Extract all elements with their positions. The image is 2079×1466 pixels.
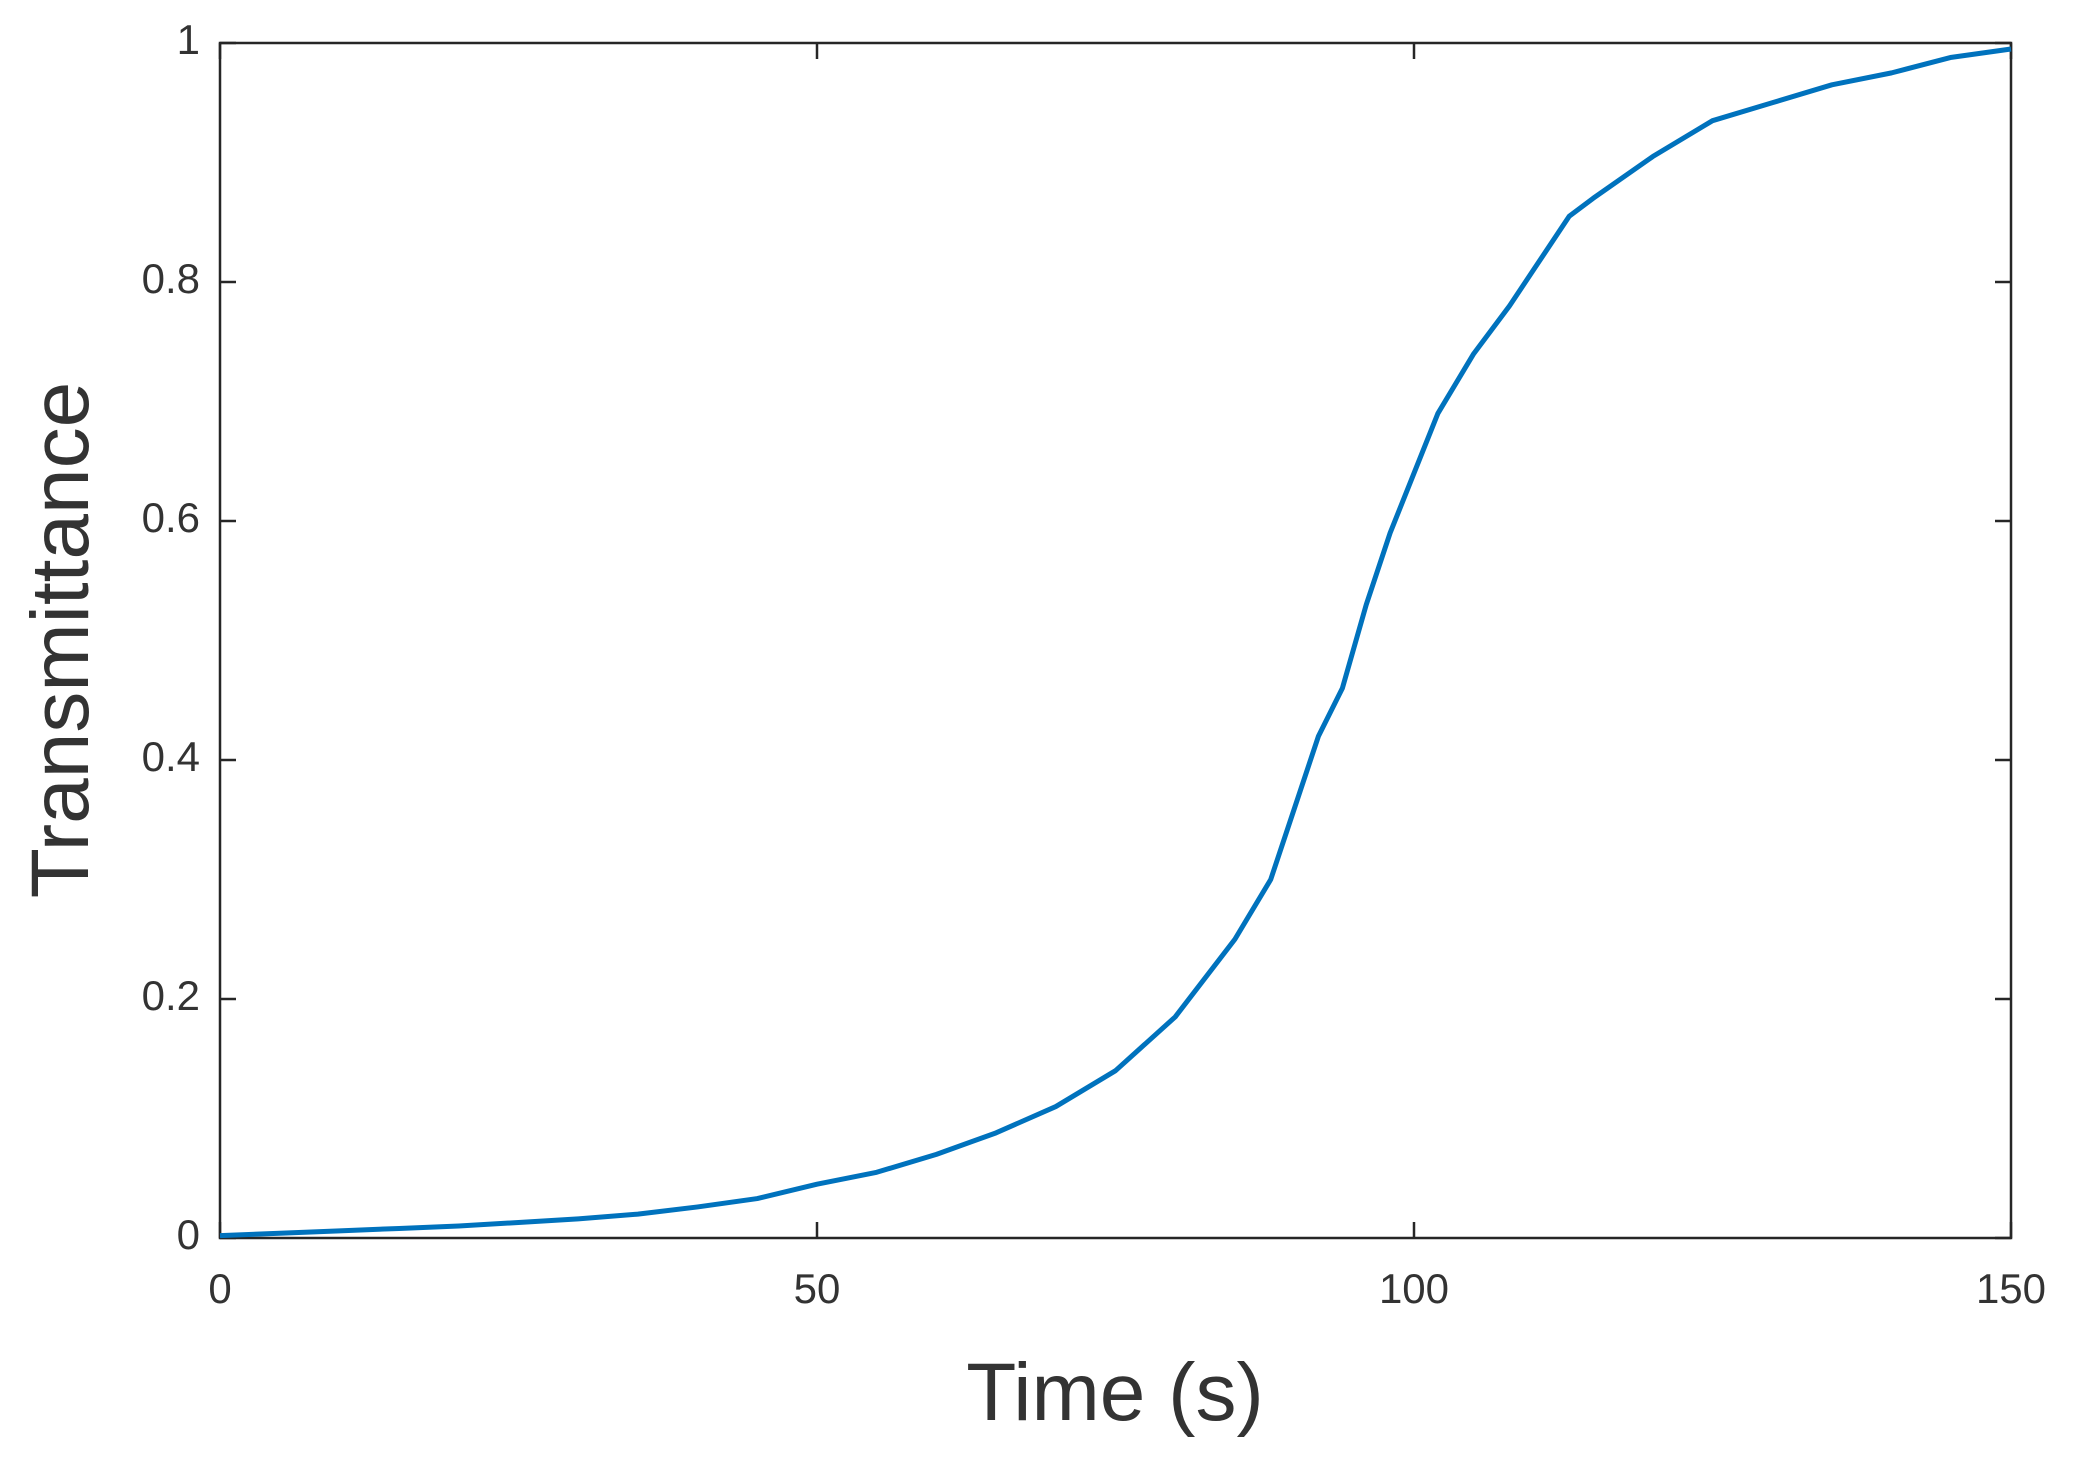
y-tick-label: 0 — [177, 1211, 200, 1258]
x-tick-label: 50 — [794, 1265, 841, 1312]
y-axis-label: Transmittance — [15, 382, 106, 898]
x-tick-label: 0 — [208, 1265, 231, 1312]
data-line — [219, 46, 2012, 1239]
x-tick-label: 100 — [1379, 1265, 1449, 1312]
y-tick-label: 0.6 — [142, 494, 200, 541]
y-tick-label: 0.4 — [142, 733, 200, 780]
y-tick-label: 0.2 — [142, 972, 200, 1019]
x-axis-label: Time (s) — [966, 1347, 1264, 1438]
y-tick-label: 1 — [177, 16, 200, 63]
y-tick-label: 0.8 — [142, 255, 200, 302]
x-tick-label: 150 — [1976, 1265, 2046, 1312]
plot-area — [218, 41, 2013, 1240]
